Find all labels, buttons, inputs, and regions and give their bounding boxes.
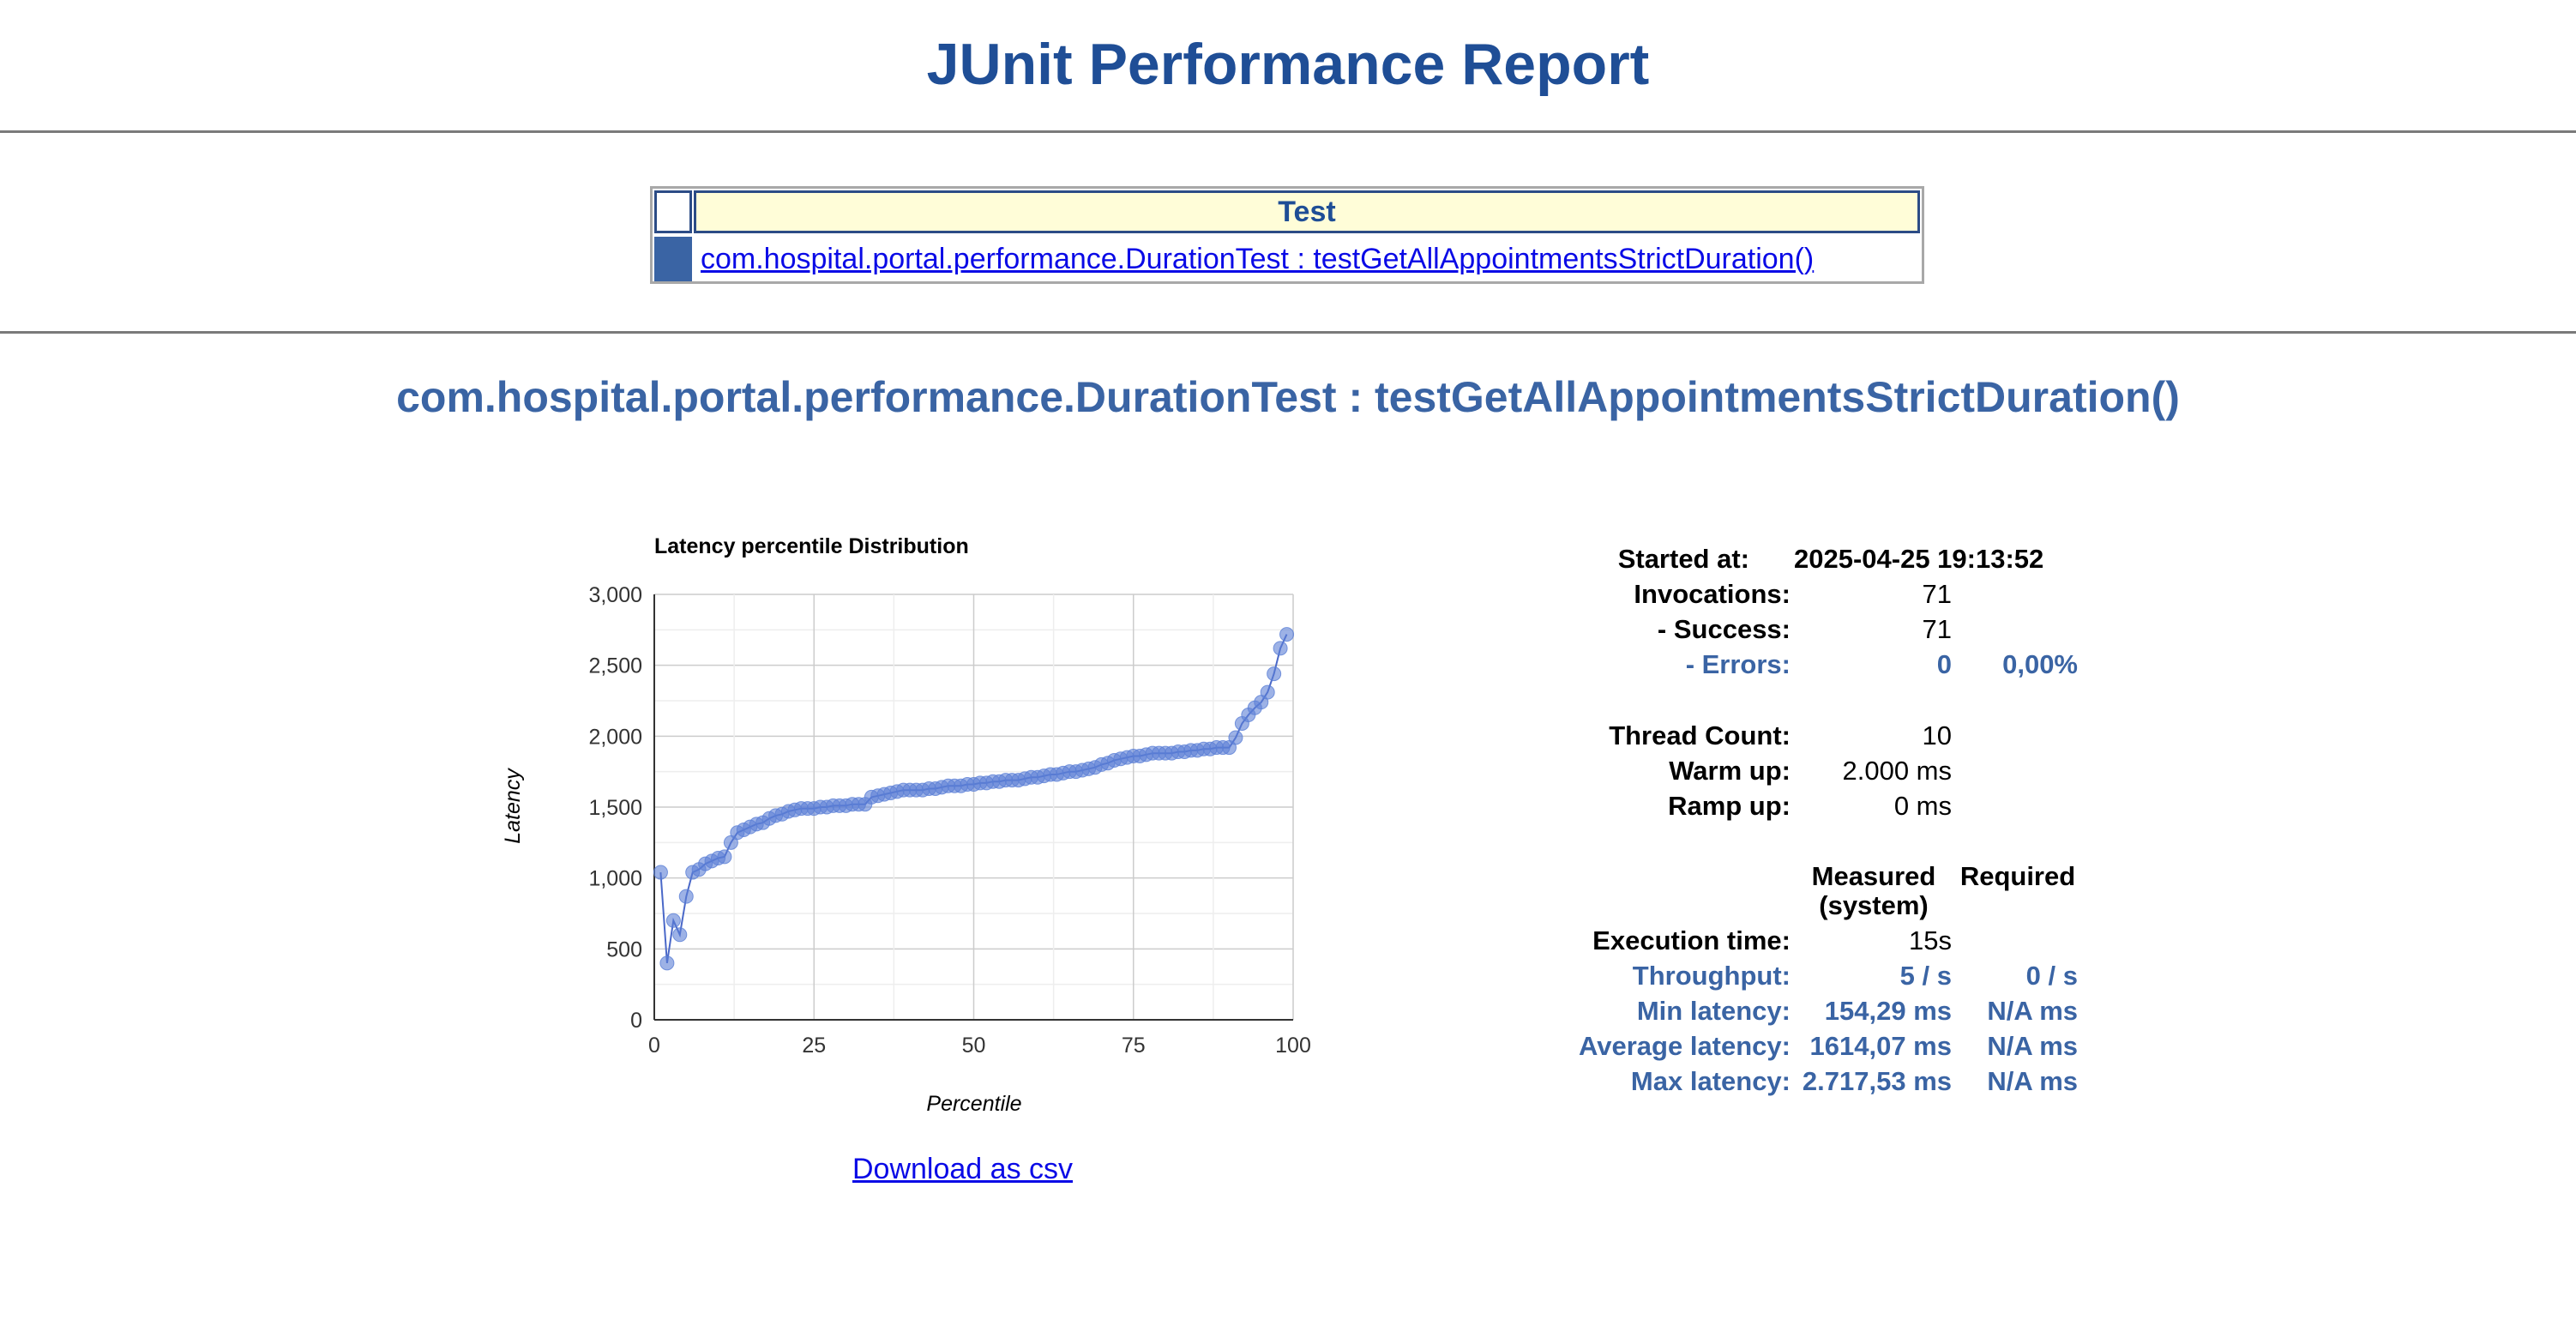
invocations-label: Invocations: bbox=[1634, 579, 1791, 609]
x-tick-labels: 0 25 50 75 100 bbox=[648, 1034, 1311, 1058]
data-point bbox=[659, 955, 675, 971]
data-point bbox=[672, 927, 688, 943]
y-tick-label: 2,500 bbox=[588, 654, 642, 678]
latency-percentile-chart: Latency percentile Distribution 05001,00… bbox=[501, 534, 1311, 1116]
data-point bbox=[1279, 627, 1295, 642]
throughput-required: 0 / s bbox=[2025, 961, 2078, 991]
ramp-up-value: 0 ms bbox=[1893, 791, 1952, 821]
average-latency-required: N/A ms bbox=[1987, 1031, 2078, 1061]
chart-title: Latency percentile Distribution bbox=[654, 534, 969, 558]
y-tick-label: 2,000 bbox=[588, 725, 642, 749]
status-marker bbox=[654, 237, 692, 281]
data-point bbox=[678, 889, 694, 904]
data-point bbox=[653, 865, 668, 880]
summary-header-marker bbox=[654, 190, 692, 233]
success-value: 71 bbox=[1922, 614, 1952, 644]
invocations-value: 71 bbox=[1922, 579, 1952, 609]
download-csv-link[interactable]: Download as csv bbox=[852, 1153, 1074, 1185]
y-tick-label: 1,500 bbox=[588, 796, 642, 820]
warm-up-label: Warm up: bbox=[1669, 756, 1791, 786]
summary-table: Test com.hospital.portal.performance.Dur… bbox=[650, 186, 1924, 284]
data-point bbox=[1260, 684, 1275, 700]
x-tick-label: 50 bbox=[962, 1034, 986, 1058]
divider bbox=[0, 331, 2576, 334]
summary-header-test: Test bbox=[694, 190, 1920, 233]
average-latency-label: Average latency: bbox=[1579, 1031, 1791, 1061]
success-label: - Success: bbox=[1657, 614, 1791, 644]
data-point bbox=[1228, 730, 1243, 745]
x-tick-label: 75 bbox=[1122, 1034, 1146, 1058]
average-latency-measured: 1614,07 ms bbox=[1809, 1031, 1952, 1061]
data-point bbox=[1267, 666, 1282, 682]
started-at-value: 2025-04-25 19:13:52 bbox=[1794, 544, 2044, 574]
ramp-up-label: Ramp up: bbox=[1668, 791, 1791, 821]
page-title: JUnit Performance Report bbox=[926, 32, 1650, 97]
x-axis-label: Percentile bbox=[926, 1092, 1021, 1116]
execution-time-value: 15s bbox=[1909, 925, 1952, 955]
max-latency-required: N/A ms bbox=[1987, 1066, 2078, 1096]
chart-grid bbox=[653, 594, 1294, 1021]
measured-column-subheader: (system) bbox=[1819, 890, 1929, 920]
throughput-label: Throughput: bbox=[1632, 961, 1791, 991]
x-tick-label: 25 bbox=[802, 1034, 826, 1058]
started-at-label: Started at: bbox=[1617, 544, 1749, 574]
min-latency-measured: 154,29 ms bbox=[1824, 996, 1952, 1026]
min-latency-required: N/A ms bbox=[1987, 996, 2078, 1026]
max-latency-measured: 2.717,53 ms bbox=[1802, 1066, 1952, 1096]
y-tick-label: 500 bbox=[606, 937, 642, 961]
y-tick-label: 1,000 bbox=[588, 867, 642, 891]
measured-column-header: Measured bbox=[1811, 861, 1936, 891]
y-tick-labels: 0 500 1,000 1,500 2,000 2,500 3,000 bbox=[588, 583, 642, 1033]
test-link[interactable]: com.hospital.portal.performance.Duration… bbox=[701, 243, 1815, 275]
thread-count-value: 10 bbox=[1922, 720, 1952, 750]
x-tick-label: 0 bbox=[648, 1034, 660, 1058]
max-latency-label: Max latency: bbox=[1630, 1066, 1791, 1096]
throughput-measured: 5 / s bbox=[1899, 961, 1952, 991]
warm-up-value: 2.000 ms bbox=[1842, 756, 1952, 786]
section-title: com.hospital.portal.performance.Duration… bbox=[396, 373, 2180, 421]
errors-percent: 0,00% bbox=[2002, 649, 2078, 679]
min-latency-label: Min latency: bbox=[1636, 996, 1791, 1026]
thread-count-label: Thread Count: bbox=[1609, 720, 1791, 750]
y-tick-label: 3,000 bbox=[588, 583, 642, 607]
data-point bbox=[665, 913, 681, 928]
required-column-header: Required bbox=[1959, 861, 2076, 891]
y-axis-label: Latency bbox=[501, 768, 525, 844]
errors-value: 0 bbox=[1936, 649, 1952, 679]
data-point bbox=[1273, 641, 1288, 656]
divider bbox=[0, 130, 2576, 133]
execution-time-label: Execution time: bbox=[1592, 925, 1791, 955]
latency-series-points bbox=[653, 627, 1295, 971]
errors-label: - Errors: bbox=[1685, 649, 1791, 679]
x-tick-label: 100 bbox=[1275, 1034, 1311, 1058]
y-tick-label: 0 bbox=[630, 1009, 642, 1033]
data-point bbox=[717, 849, 732, 865]
